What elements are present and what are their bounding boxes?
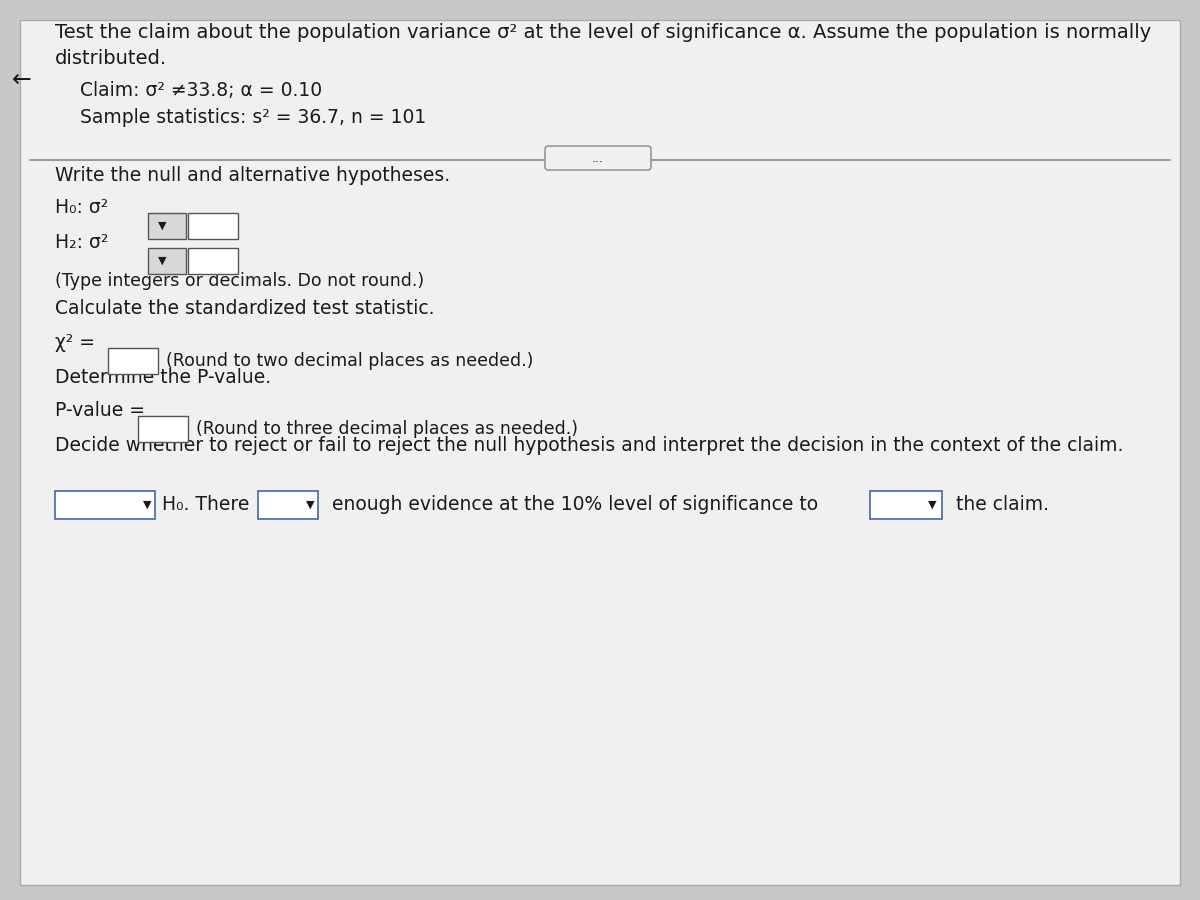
Text: ▼: ▼ bbox=[158, 256, 167, 266]
Text: the claim.: the claim. bbox=[950, 496, 1049, 515]
Text: distributed.: distributed. bbox=[55, 49, 167, 68]
Text: enough evidence at the 10% level of significance to: enough evidence at the 10% level of sign… bbox=[326, 496, 818, 515]
Text: Determine the P-value.: Determine the P-value. bbox=[55, 368, 271, 387]
Text: (Round to three decimal places as needed.): (Round to three decimal places as needed… bbox=[196, 420, 578, 438]
FancyBboxPatch shape bbox=[545, 146, 650, 170]
Bar bbox=[258, 491, 318, 519]
Bar bbox=[148, 248, 186, 274]
Text: H₂: σ²: H₂: σ² bbox=[55, 233, 108, 252]
Text: H₀. There: H₀. There bbox=[162, 496, 250, 515]
Text: Claim: σ² ≠33.8; α = 0.10: Claim: σ² ≠33.8; α = 0.10 bbox=[80, 81, 322, 100]
Text: H₀: σ²: H₀: σ² bbox=[55, 198, 108, 217]
Bar bbox=[188, 213, 238, 239]
Bar bbox=[108, 348, 158, 374]
Bar bbox=[148, 213, 186, 239]
Text: Decide whether to reject or fail to reject the null hypothesis and interpret the: Decide whether to reject or fail to reje… bbox=[55, 436, 1123, 455]
Text: ▼: ▼ bbox=[928, 500, 936, 510]
Text: ▼: ▼ bbox=[143, 500, 151, 510]
Text: ▼: ▼ bbox=[158, 221, 167, 231]
Text: P-value =: P-value = bbox=[55, 401, 145, 420]
Bar bbox=[870, 491, 942, 519]
Bar bbox=[55, 491, 155, 519]
Text: ←: ← bbox=[12, 68, 31, 92]
Text: Calculate the standardized test statistic.: Calculate the standardized test statisti… bbox=[55, 299, 434, 318]
Bar bbox=[188, 248, 238, 274]
Text: Write the null and alternative hypotheses.: Write the null and alternative hypothese… bbox=[55, 166, 450, 185]
Bar bbox=[138, 416, 188, 442]
Text: (Round to two decimal places as needed.): (Round to two decimal places as needed.) bbox=[166, 352, 533, 370]
Text: Test the claim about the population variance σ² at the level of significance α. : Test the claim about the population vari… bbox=[55, 23, 1151, 42]
Text: ▼: ▼ bbox=[306, 500, 314, 510]
Text: (Type integers or decimals. Do not round.): (Type integers or decimals. Do not round… bbox=[55, 272, 424, 290]
Text: Sample statistics: s² = 36.7, n = 101: Sample statistics: s² = 36.7, n = 101 bbox=[80, 108, 426, 127]
Text: χ² =: χ² = bbox=[55, 333, 95, 352]
Text: ...: ... bbox=[592, 151, 604, 165]
